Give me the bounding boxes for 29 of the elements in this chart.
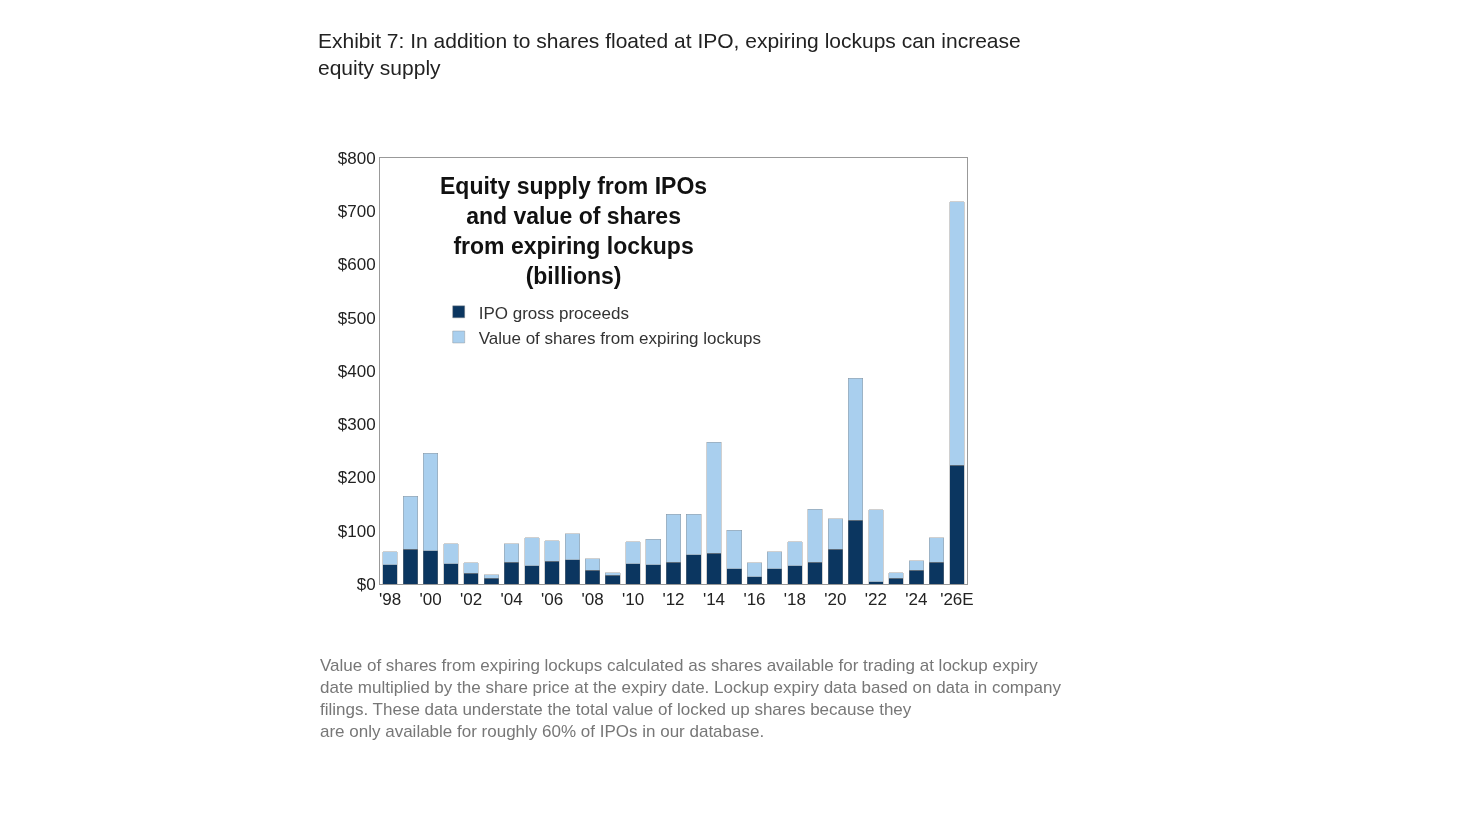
x-tick-label: '98	[379, 590, 402, 610]
y-tick-label: $100	[337, 521, 376, 541]
x-tick-label: '26E	[940, 590, 974, 610]
chart-title: Exhibit 7: In addition to shares floated at IPO, expiring lockups can increase equity supply	[318, 29, 1021, 80]
x-tick-label: '10	[621, 590, 645, 610]
y-tick-label: $500	[337, 308, 376, 328]
text: Equity supply from IPOs and value of shares from expiring lockups (billions)	[440, 173, 708, 289]
x-tick-label: '08	[581, 590, 604, 610]
y-tick-label: $700	[337, 202, 376, 222]
x-tick-label: '18	[783, 590, 807, 610]
y-tick-label: $400	[337, 361, 376, 381]
x-tick-label: '06	[540, 590, 564, 610]
text: Value of shares from expiring lockups calculated as shares available for trading at lockup expiry date multiplied by the share price at the expiry date. Lockup expiry data based on data in company filings. These data understate the total value of locked up shares because they are only available for roughly 60% of IPOs in our database.	[320, 656, 1062, 742]
x-tick-label: '00	[419, 590, 442, 610]
x-tick-label: '24	[905, 590, 928, 610]
legend-label: IPO gross proceeds	[478, 303, 629, 323]
x-tick-label: '04	[500, 590, 523, 610]
y-tick-label: $300	[337, 415, 376, 435]
x-tick-label: '14	[702, 590, 726, 610]
x-tick-label: '16	[743, 590, 766, 610]
y-tick-label: $800	[337, 148, 376, 168]
y-tick-label: $200	[337, 468, 376, 488]
x-tick-label: '02	[460, 590, 483, 610]
x-tick-label: '22	[864, 590, 887, 610]
y-tick-label: $0	[356, 574, 376, 594]
x-tick-label: '12	[662, 590, 685, 610]
y-tick-label: $600	[337, 255, 376, 275]
legend-label: Value of shares from expiring lockups	[478, 328, 761, 348]
x-tick-label: '20	[824, 590, 847, 610]
